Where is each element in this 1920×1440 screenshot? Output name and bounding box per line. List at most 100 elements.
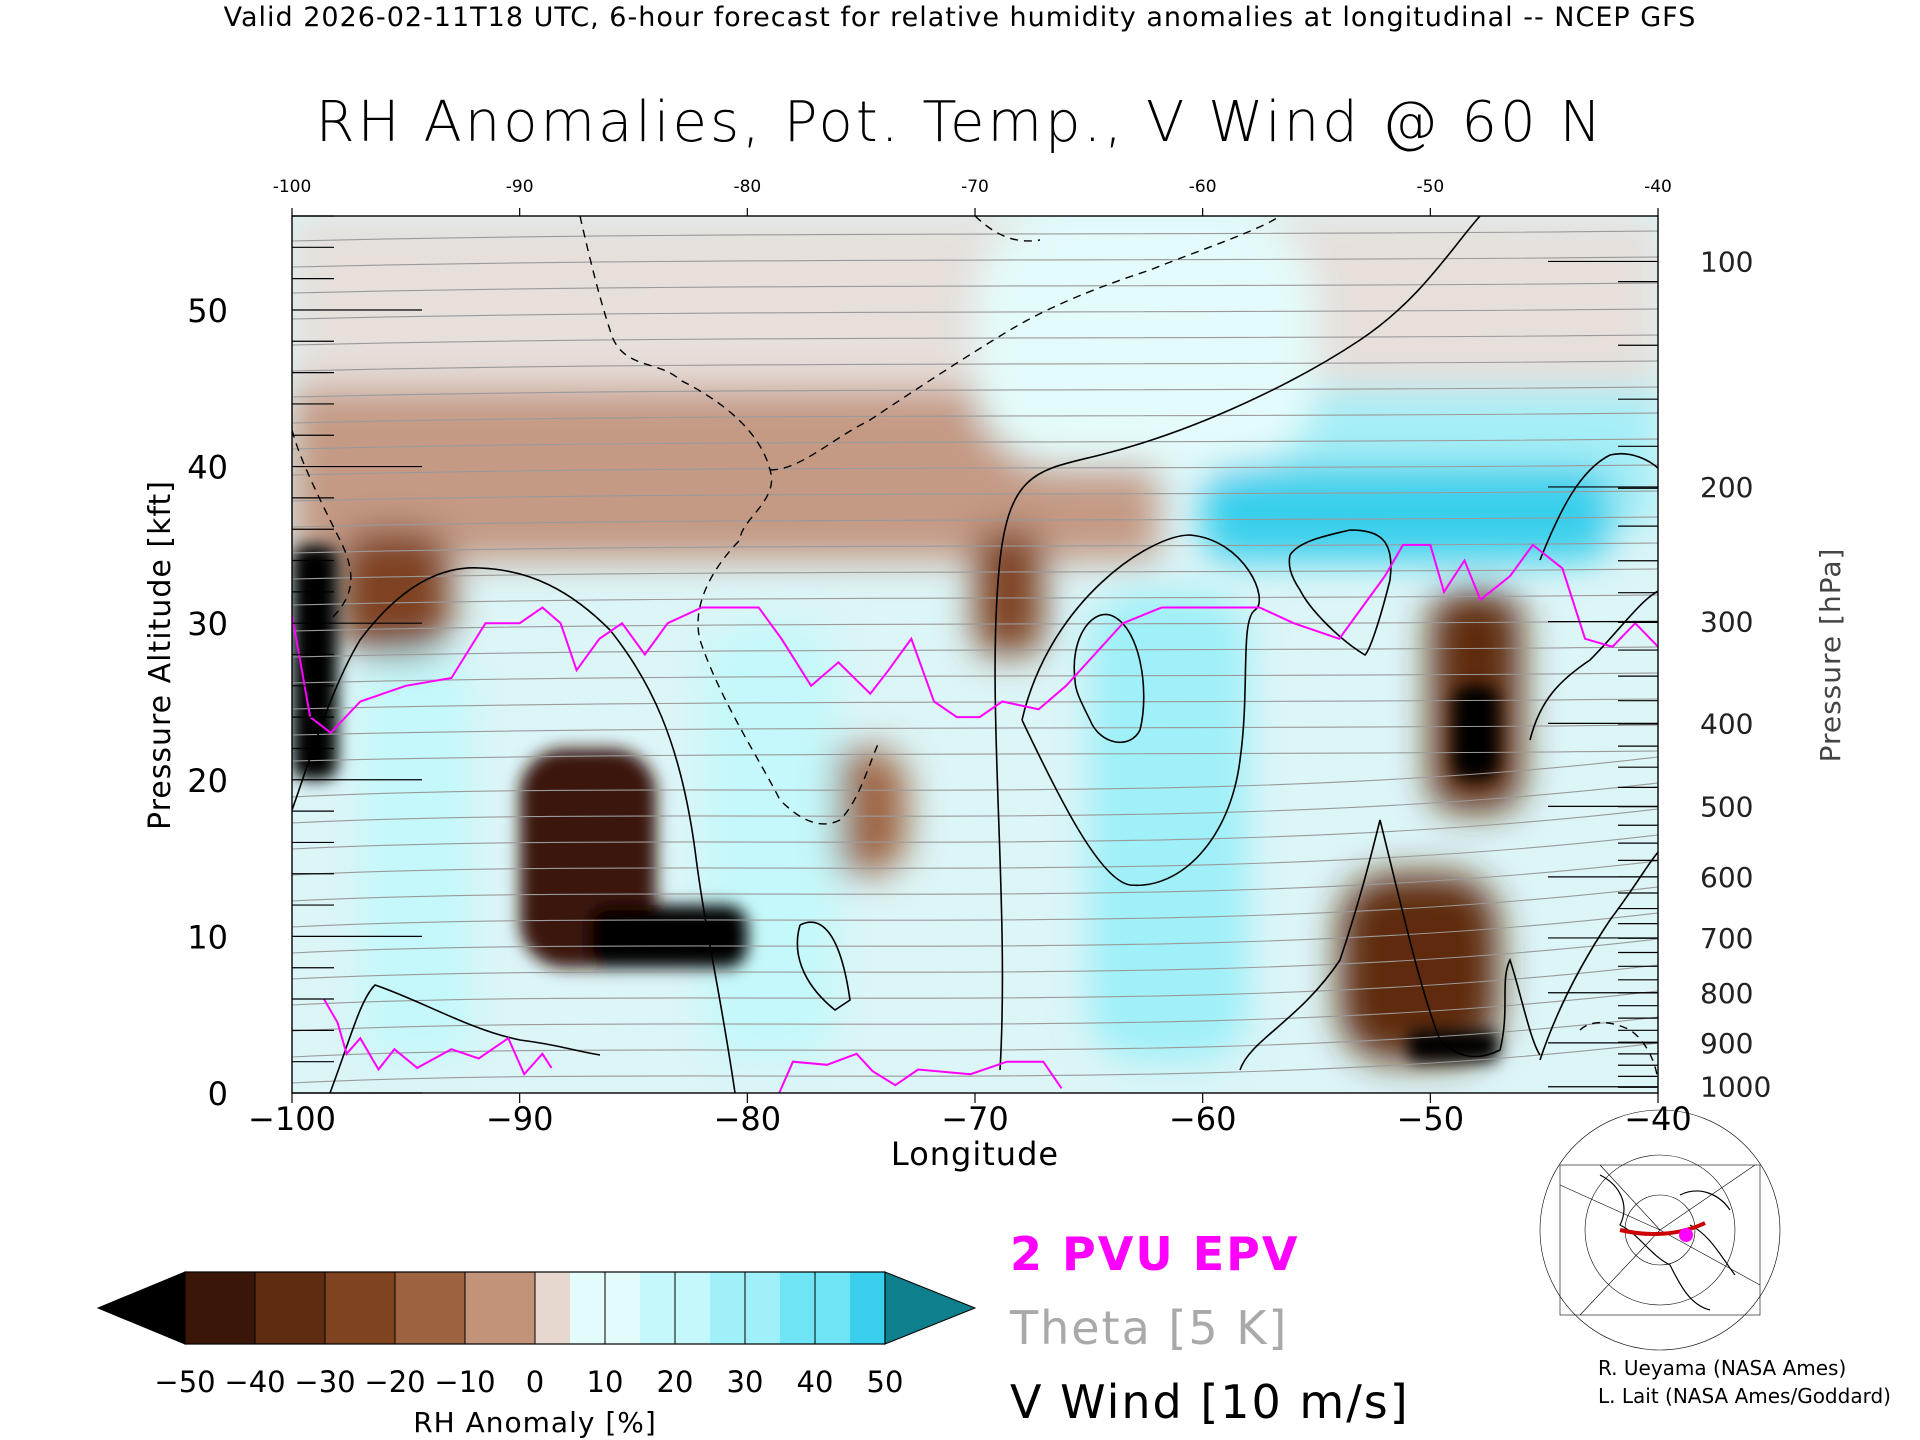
pressure-tick-label: 100 <box>1700 245 1753 278</box>
rh-cell <box>975 529 1044 655</box>
theta-contour <box>292 912 1658 954</box>
theta-contour <box>292 542 1658 554</box>
colorbar-segment <box>675 1272 711 1344</box>
colorbar-tick-label: 50 <box>867 1365 904 1399</box>
colorbar-tick-label: −20 <box>364 1365 425 1399</box>
v-wind-contour-0-mid <box>994 216 1481 1071</box>
theta-contour <box>292 782 1658 824</box>
y-tick-label: 40 <box>187 449 228 487</box>
v-wind-contour-bottomleft <box>329 984 601 1093</box>
rh-cell <box>1453 685 1499 780</box>
colorbar-tick-label: 0 <box>526 1365 544 1399</box>
credit-1: R. Ueyama (NASA Ames) <box>1598 1356 1846 1380</box>
theta-contour <box>292 516 1658 528</box>
colorbar: −50 −40 −30 −20 −10 0 10 20 30 40 50 <box>96 1271 977 1399</box>
colorbar-segment <box>570 1272 606 1344</box>
theta-contour <box>292 620 1658 632</box>
rh-cell <box>1088 591 1249 1062</box>
pressure-tick-label: 400 <box>1700 707 1753 740</box>
colorbar-tick-label: 10 <box>587 1365 624 1399</box>
pressure-tick-label: 700 <box>1700 922 1753 955</box>
epv-2pvu-line-low <box>323 998 553 1077</box>
colorbar-segment <box>500 1272 536 1344</box>
x-tick-label: −60 <box>1169 1100 1237 1138</box>
theta-contour <box>292 672 1658 684</box>
theta-contour <box>292 938 1658 980</box>
locator-map <box>1539 1109 1781 1351</box>
y-axis-label-left: Pressure Altitude [kft] <box>143 480 178 830</box>
colorbar-min-arrow <box>96 1271 186 1345</box>
theta-contour <box>292 1042 1658 1084</box>
rh-cell <box>975 216 1317 467</box>
x-tick-label: −90 <box>486 1100 554 1138</box>
top-tick-label: -90 <box>506 177 534 197</box>
header-title: Valid 2026-02-11T18 UTC, 6-hour forecast… <box>223 2 1697 33</box>
v-wind-negative-contours <box>292 216 1658 1081</box>
theta-contour <box>292 808 1658 850</box>
theta-contour <box>292 750 1658 762</box>
colorbar-segment <box>640 1272 676 1344</box>
colorbar-tick-label: 40 <box>797 1365 834 1399</box>
theta-contour <box>292 886 1658 928</box>
rh-cell <box>337 529 452 655</box>
rh-anomaly-field <box>292 216 1658 1093</box>
colorbar-segment <box>780 1272 816 1344</box>
x-tick-label: −80 <box>714 1100 782 1138</box>
y-axis-label-right: Pressure [hPa] <box>1814 548 1847 763</box>
pressure-tick-label: 500 <box>1700 790 1753 823</box>
rh-cell <box>587 905 748 968</box>
top-tick-label: -60 <box>1189 177 1217 197</box>
v-wind-contour-left <box>292 567 736 1093</box>
rh-cell <box>292 544 338 780</box>
colorbar-tick-label: −10 <box>434 1365 495 1399</box>
pressure-tick-label: 900 <box>1700 1027 1753 1060</box>
v-wind-contour-10-right <box>1021 534 1261 887</box>
theta-contour <box>292 834 1658 876</box>
theta-contour <box>292 698 1658 710</box>
colorbar-segment <box>710 1272 746 1344</box>
v-wind-contour-box <box>1288 529 1392 657</box>
legend-vwind: V Wind [10 m/s] <box>1010 1375 1410 1429</box>
colorbar-segment <box>535 1272 571 1344</box>
v-wind-contour-neg-10-b <box>769 216 1281 471</box>
v-wind-contour-neg-10-c <box>974 216 1041 242</box>
v-wind-contour-small <box>796 921 851 1011</box>
legend-theta: Theta [5 K] <box>1009 1301 1288 1355</box>
theta-contour <box>292 438 1658 450</box>
colorbar-segment <box>430 1272 466 1344</box>
top-tick-label: -100 <box>273 177 312 197</box>
theta-contour <box>292 308 1658 320</box>
colorbar-segment <box>185 1272 221 1344</box>
theta-contour <box>292 360 1658 372</box>
v-wind-contour-right-low <box>1239 819 1541 1071</box>
v-wind-contour-10-inner <box>1073 613 1145 744</box>
colorbar-tick-label: 30 <box>727 1365 764 1399</box>
theta-contour <box>292 724 1658 736</box>
rh-cell <box>1407 1030 1499 1062</box>
v-wind-contour-neg-10-d <box>292 429 352 621</box>
v-wind-contour-neg-10-a <box>579 216 881 825</box>
y-tick-label: 50 <box>187 292 228 330</box>
colorbar-tick-label: −30 <box>294 1365 355 1399</box>
top-tick-label: -80 <box>733 177 761 197</box>
x-tick-label: −70 <box>941 1100 1009 1138</box>
theta-contour <box>292 756 1658 798</box>
colorbar-label: RH Anomaly [%] <box>413 1406 657 1439</box>
colorbar-tick-label: 20 <box>657 1365 694 1399</box>
theta-contour <box>292 386 1658 398</box>
colorbar-tick-label: −40 <box>224 1365 285 1399</box>
rh-cell <box>1202 466 1613 561</box>
theta-contour <box>292 1016 1658 1058</box>
x-tick-label: −100 <box>248 1100 336 1138</box>
colorbar-segment <box>815 1272 851 1344</box>
x-tick-label: −40 <box>1624 1100 1692 1138</box>
top-tick-label: -70 <box>961 177 989 197</box>
theta-contour <box>292 256 1658 268</box>
colorbar-segment <box>850 1272 886 1344</box>
colorbar-tick-label: −50 <box>154 1365 215 1399</box>
pressure-tick-label: 800 <box>1700 977 1753 1010</box>
colorbar-segment <box>325 1272 361 1344</box>
plot-title: RH Anomalies, Pot. Temp., V Wind @ 60 N <box>315 90 1605 155</box>
pressure-tick-label: 300 <box>1700 606 1753 639</box>
